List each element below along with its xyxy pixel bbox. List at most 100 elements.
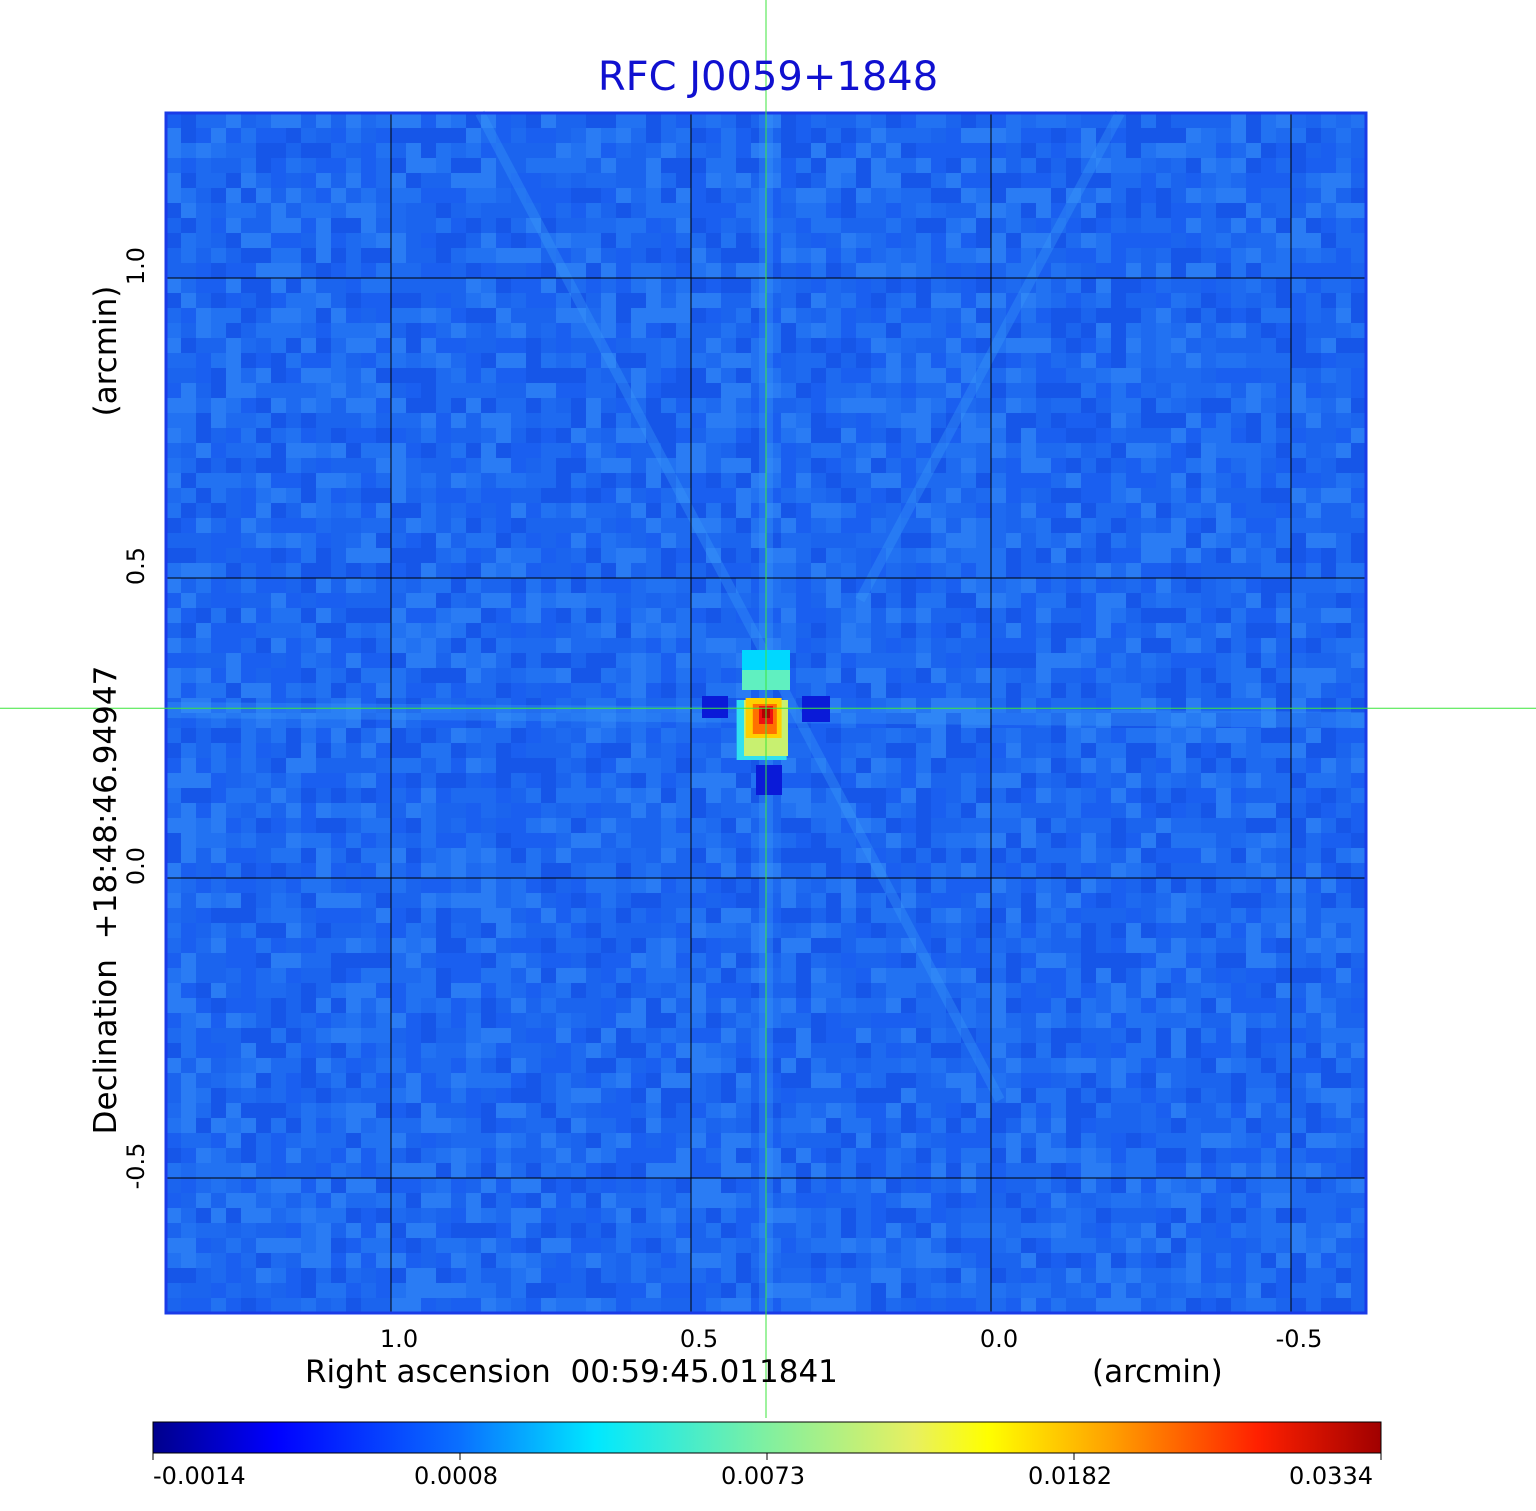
image-pixel — [601, 128, 616, 143]
image-pixel — [376, 893, 391, 908]
image-pixel — [886, 548, 901, 563]
image-pixel — [931, 623, 946, 638]
image-pixel — [736, 908, 751, 923]
image-pixel — [616, 578, 631, 593]
image-pixel — [811, 833, 826, 848]
image-pixel — [721, 218, 736, 233]
image-pixel — [901, 968, 916, 983]
image-pixel — [316, 683, 331, 698]
image-pixel — [1171, 113, 1186, 128]
image-pixel — [781, 233, 796, 248]
image-pixel — [496, 398, 511, 413]
image-pixel — [1186, 878, 1201, 893]
image-pixel — [1126, 938, 1141, 953]
image-pixel — [361, 113, 376, 128]
image-pixel — [226, 128, 241, 143]
image-pixel — [661, 353, 676, 368]
image-pixel — [1156, 998, 1171, 1013]
image-pixel — [271, 113, 286, 128]
image-pixel — [976, 158, 991, 173]
image-pixel — [1246, 833, 1261, 848]
image-pixel — [736, 248, 751, 263]
image-pixel — [451, 878, 466, 893]
image-pixel — [1231, 293, 1246, 308]
image-pixel — [1291, 953, 1306, 968]
image-pixel — [556, 593, 571, 608]
image-pixel — [1141, 413, 1156, 428]
image-pixel — [1291, 923, 1306, 938]
image-pixel — [1351, 773, 1366, 788]
image-pixel — [1051, 143, 1066, 158]
image-pixel — [916, 248, 931, 263]
image-pixel — [1186, 788, 1201, 803]
image-pixel — [511, 488, 526, 503]
image-pixel — [241, 203, 256, 218]
image-pixel — [226, 578, 241, 593]
image-pixel — [391, 683, 406, 698]
image-pixel — [1156, 443, 1171, 458]
image-pixel — [961, 353, 976, 368]
image-pixel — [421, 953, 436, 968]
image-pixel — [931, 548, 946, 563]
image-pixel — [496, 728, 511, 743]
image-pixel — [796, 293, 811, 308]
image-pixel — [661, 923, 676, 938]
image-pixel — [436, 578, 451, 593]
image-pixel — [1246, 158, 1261, 173]
image-pixel — [196, 758, 211, 773]
image-pixel — [316, 218, 331, 233]
image-pixel — [346, 113, 361, 128]
image-pixel — [541, 743, 556, 758]
image-pixel — [1261, 308, 1276, 323]
image-pixel — [406, 923, 421, 938]
image-pixel — [391, 743, 406, 758]
image-pixel — [466, 128, 481, 143]
image-pixel — [601, 968, 616, 983]
image-pixel — [421, 593, 436, 608]
image-pixel — [451, 143, 466, 158]
image-pixel — [916, 263, 931, 278]
image-pixel — [1186, 848, 1201, 863]
image-pixel — [841, 638, 856, 653]
image-pixel — [466, 518, 481, 533]
image-pixel — [541, 368, 556, 383]
image-pixel — [1036, 998, 1051, 1013]
image-pixel — [1201, 548, 1216, 563]
image-pixel — [1096, 623, 1111, 638]
image-pixel — [646, 668, 661, 683]
image-pixel — [766, 113, 781, 128]
image-pixel — [1171, 503, 1186, 518]
image-pixel — [661, 338, 676, 353]
image-pixel — [991, 128, 1006, 143]
image-pixel — [1186, 983, 1201, 998]
image-pixel — [601, 638, 616, 653]
image-pixel — [1141, 548, 1156, 563]
image-pixel — [526, 248, 541, 263]
image-pixel — [511, 203, 526, 218]
image-pixel — [646, 608, 661, 623]
image-pixel — [226, 803, 241, 818]
image-pixel — [541, 398, 556, 413]
image-pixel — [481, 458, 496, 473]
image-pixel — [451, 503, 466, 518]
image-pixel — [976, 563, 991, 578]
image-pixel — [1051, 638, 1066, 653]
image-pixel — [361, 653, 376, 668]
image-pixel — [886, 1028, 901, 1043]
image-pixel — [676, 818, 691, 833]
image-pixel — [601, 833, 616, 848]
image-pixel — [1276, 848, 1291, 863]
image-pixel — [1111, 968, 1126, 983]
image-pixel — [946, 308, 961, 323]
image-pixel — [871, 983, 886, 998]
image-pixel — [256, 128, 271, 143]
image-pixel — [841, 323, 856, 338]
image-pixel — [406, 503, 421, 518]
image-pixel — [301, 593, 316, 608]
image-pixel — [1021, 713, 1036, 728]
image-pixel — [331, 458, 346, 473]
image-pixel — [586, 263, 601, 278]
image-pixel — [1306, 983, 1321, 998]
image-pixel — [1021, 863, 1036, 878]
image-pixel — [1036, 173, 1051, 188]
